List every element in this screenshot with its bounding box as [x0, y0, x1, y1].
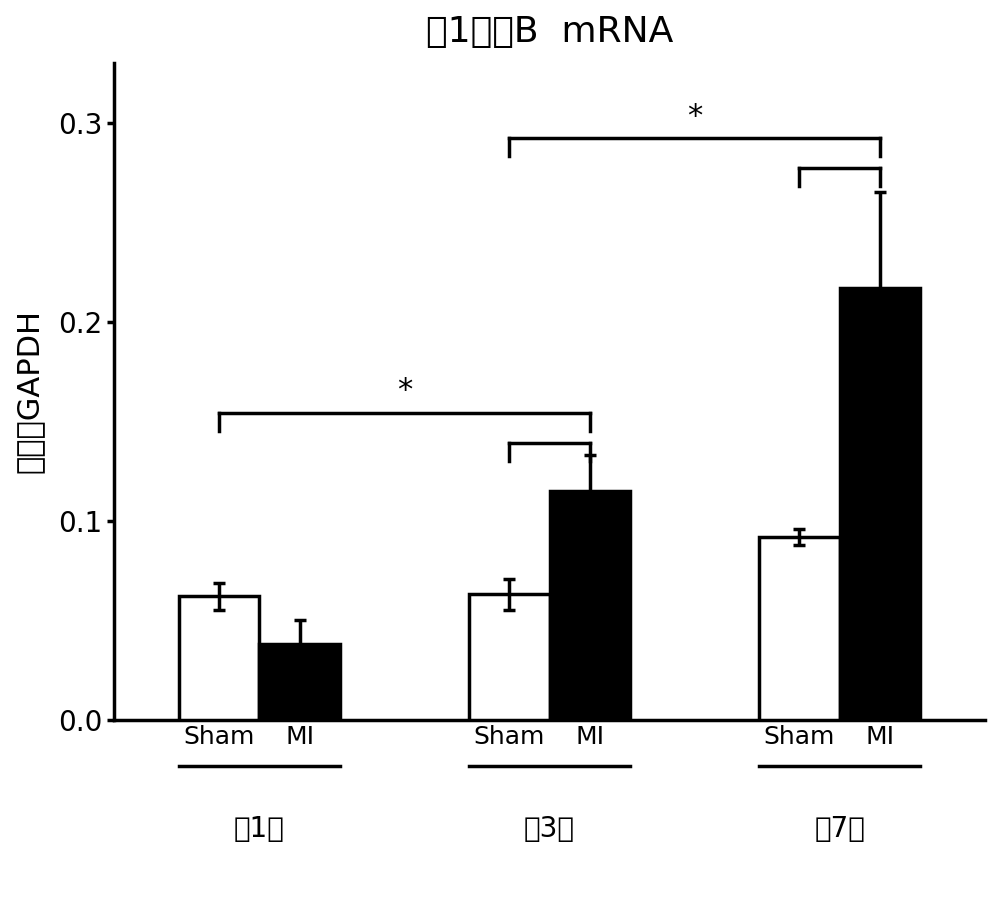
Text: *: * — [397, 377, 412, 405]
Bar — [759, 537, 840, 720]
Bar — [469, 594, 550, 720]
Text: 第1天: 第1天 — [234, 815, 285, 844]
Text: 第3天: 第3天 — [524, 815, 575, 844]
Bar — [259, 644, 340, 720]
Bar — [550, 490, 630, 720]
Title: 頇1粒酶B  mRNA: 頇1粒酶B mRNA — [426, 15, 673, 49]
Bar — [840, 288, 920, 720]
Text: *: * — [687, 102, 702, 130]
Y-axis label: 相对于GAPDH: 相对于GAPDH — [15, 309, 44, 473]
Text: 第7天: 第7天 — [814, 815, 865, 844]
Bar — [179, 596, 259, 720]
